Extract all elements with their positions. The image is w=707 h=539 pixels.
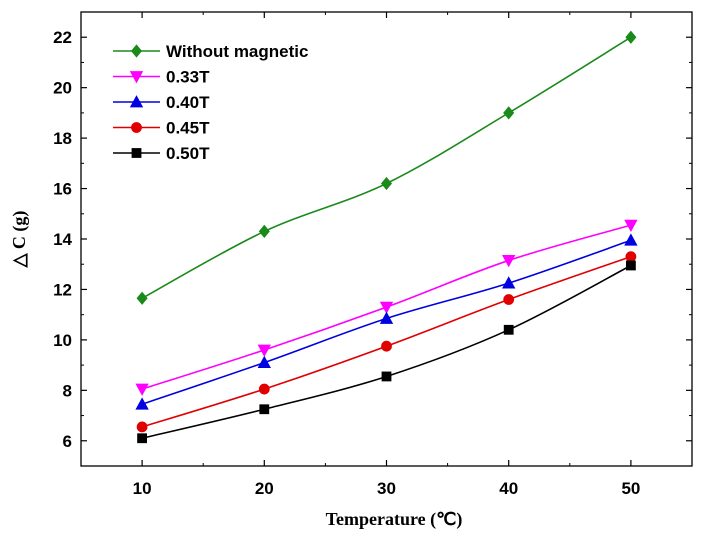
- x-axis-label: Temperature (℃): [326, 509, 463, 530]
- data-point: [380, 176, 393, 191]
- series-1: [135, 219, 638, 396]
- legend-label: 0.33T: [166, 68, 210, 87]
- data-point: [626, 260, 636, 271]
- data-point: [258, 383, 270, 395]
- legend-label: 0.50T: [166, 144, 210, 163]
- data-point: [503, 324, 514, 335]
- legend-marker: [131, 148, 142, 158]
- legend-marker: [129, 95, 144, 108]
- data-point: [502, 255, 516, 268]
- data-point: [135, 383, 149, 396]
- series-3: [136, 251, 637, 433]
- legend-label: Without magnetic: [166, 42, 308, 61]
- y-tick-label: 12: [53, 280, 72, 299]
- data-point: [381, 340, 392, 352]
- legend: Without magnetic 0.33T 0.40T 0.45T 0.50T: [113, 42, 308, 163]
- data-point: [257, 355, 271, 368]
- data-point: [259, 404, 270, 415]
- legend-marker: [129, 71, 144, 84]
- series-line: [141, 264, 632, 440]
- legend-marker: [130, 44, 143, 58]
- legend-marker: [131, 122, 142, 133]
- x-tick-label: 50: [621, 479, 640, 498]
- data-point: [379, 301, 394, 314]
- data-point: [624, 233, 638, 246]
- series-line: [141, 36, 632, 299]
- series-0: [136, 30, 637, 305]
- y-tick-label: 10: [53, 331, 72, 350]
- data-point: [136, 421, 148, 433]
- data-point: [624, 219, 638, 232]
- data-point: [502, 276, 516, 289]
- data-point: [625, 30, 637, 44]
- y-tick-label: 14: [53, 230, 72, 249]
- x-tick-label: 10: [133, 479, 152, 498]
- legend-item: 0.33T: [113, 68, 210, 87]
- y-tick-label: 18: [53, 129, 72, 148]
- data-point: [503, 106, 515, 120]
- y-tick-label: 16: [53, 180, 72, 199]
- data-point: [381, 371, 392, 382]
- series-2: [135, 233, 638, 410]
- axis-ticks: 10 20 30 40 50 6 8 10 12 14 16 18 20 22: [53, 11, 693, 498]
- legend-item: 0.40T: [113, 93, 210, 112]
- y-axis-label: △ C (g): [9, 211, 30, 269]
- y-tick-label: 6: [63, 432, 72, 451]
- series-layer: [135, 30, 638, 444]
- y-tick-label: 8: [63, 381, 72, 400]
- legend-label: 0.40T: [166, 93, 210, 112]
- data-point: [379, 311, 394, 324]
- legend-item: Without magnetic: [113, 42, 308, 61]
- data-point: [135, 397, 149, 410]
- data-point: [625, 251, 637, 263]
- data-point: [503, 294, 515, 305]
- x-tick-label: 30: [377, 479, 396, 498]
- legend-item: 0.45T: [113, 119, 210, 138]
- data-point: [136, 291, 148, 305]
- x-tick-label: 40: [499, 479, 518, 498]
- series-4: [137, 260, 636, 444]
- y-tick-label: 20: [53, 79, 72, 98]
- data-point: [137, 433, 148, 444]
- data-point: [257, 344, 271, 357]
- x-tick-label: 20: [255, 479, 274, 498]
- y-tick-label: 22: [53, 28, 72, 47]
- legend-item: 0.50T: [113, 144, 210, 163]
- data-point: [258, 224, 270, 239]
- legend-label: 0.45T: [166, 119, 210, 138]
